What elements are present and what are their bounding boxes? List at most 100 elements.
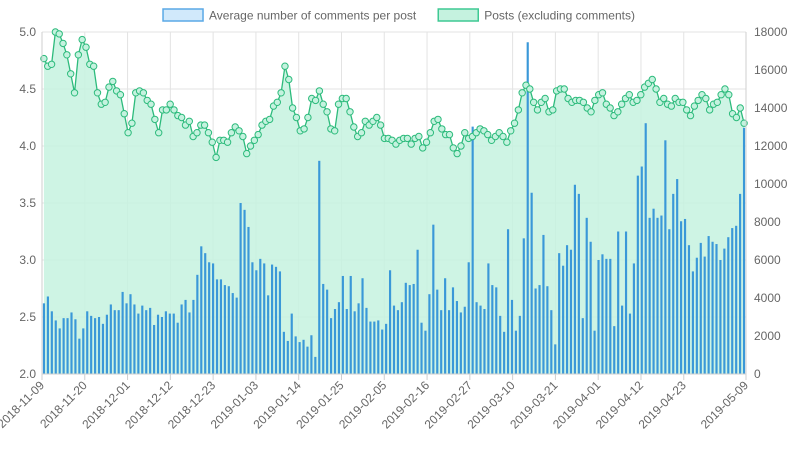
legend-label: Posts (excluding comments) [484,9,635,23]
comments-bar [97,317,101,374]
posts-point [170,106,178,114]
y-right-tick-label: 18000 [754,25,788,39]
comments-bar [58,328,61,374]
posts-point [434,115,442,124]
posts-point [63,51,71,59]
posts-point [510,119,519,127]
posts-point [617,100,626,108]
posts-point [415,132,423,141]
comments-bar [82,328,85,374]
posts-point [89,62,98,70]
posts-point [614,108,622,116]
comments-bar [577,193,580,374]
posts-point [254,130,262,139]
comments-bar [495,287,498,374]
posts-point [239,132,247,141]
posts-point [453,149,461,158]
posts-point [204,129,213,137]
posts-point [93,89,102,97]
comments-bar [78,338,81,374]
posts-point [246,142,255,150]
comments-bar [121,291,124,374]
posts-point [449,144,457,152]
comments-bar [212,263,215,374]
y-right-tick-label: 8000 [754,215,781,229]
comments-bar [538,285,541,374]
y-left-tick-label: 3.5 [19,196,36,210]
comments-bar [86,311,89,374]
comments-bar [436,289,439,374]
comments-bar [597,260,600,374]
comments-bar [239,203,242,374]
posts-point [598,89,607,97]
posts-point [484,130,492,139]
comments-bar [113,310,116,374]
comments-bar [680,221,683,374]
comments-bar [691,271,694,374]
posts-point [193,129,201,137]
posts-point [403,134,412,143]
posts-point [109,77,117,86]
comments-bar [74,319,77,374]
comments-bar [632,263,635,374]
comments-bar [117,310,120,374]
legend-swatch [162,8,204,22]
comments-bar [459,312,462,374]
comments-bar [204,253,207,374]
comments-bar [644,123,647,374]
comments-bar [569,249,573,374]
posts-point [507,127,515,135]
comments-bar [487,263,490,374]
comments-bar [42,303,46,374]
posts-point [74,51,83,59]
comments-bar [624,231,628,374]
posts-point [331,127,339,135]
comments-bar [251,262,254,374]
comments-bar [192,299,195,374]
posts-point [376,121,385,129]
comments-bar [282,331,285,374]
posts-point [667,102,676,110]
posts-point [304,113,312,122]
comments-bar [491,285,494,374]
posts-point [373,113,381,122]
comments-bar [137,313,140,374]
comments-bar [534,288,537,374]
comments-bar [695,257,698,374]
legend-item[interactable]: Average number of comments per post [162,8,417,23]
comments-bar [353,311,356,374]
comments-bar [149,307,152,374]
posts-point [426,129,435,137]
comments-bar [621,305,624,374]
legend[interactable]: Average number of comments per post Posts… [162,8,635,23]
comments-bar [274,266,278,374]
posts-point [526,85,534,93]
comments-bar [676,179,679,374]
comments-bar [70,312,73,374]
comments-bar [247,226,250,374]
posts-point [185,117,194,126]
legend-item[interactable]: Posts (excluding comments) [437,8,635,23]
posts-point [499,132,507,141]
posts-point [637,91,645,99]
comments-bar [129,294,132,374]
posts-point [705,106,714,114]
comments-bar [636,175,639,374]
comments-bar [573,184,576,374]
comments-bar [200,246,203,374]
posts-point [350,123,358,131]
comments-bar [294,336,297,374]
posts-point [422,138,431,146]
comments-bar [133,304,136,374]
posts-point [690,102,699,110]
comments-bar [314,356,317,374]
y-left-tick-label: 5.0 [19,25,36,39]
comments-bar [156,314,160,374]
comments-bar [412,283,415,374]
posts-point [105,83,113,91]
posts-points [40,28,748,162]
comments-bar [483,309,486,374]
posts-point [116,91,125,99]
comments-bar [605,258,608,374]
comments-bar [506,229,510,374]
